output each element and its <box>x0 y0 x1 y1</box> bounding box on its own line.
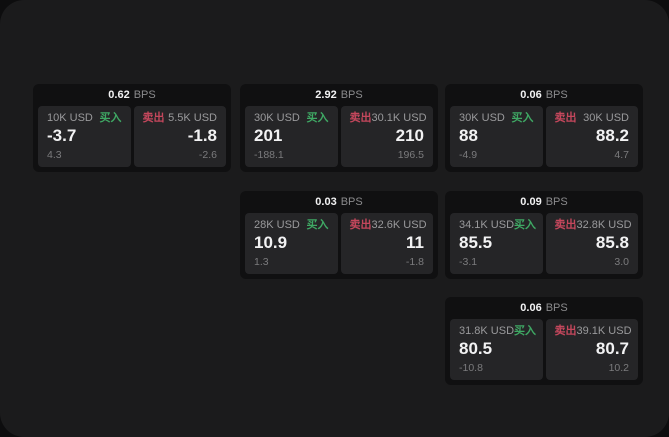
buy-quote-panel[interactable]: 28K USD 买入 10.9 1.3 <box>245 213 338 274</box>
sell-amount: 32.8K USD <box>576 219 632 231</box>
bps-header: 0.06 BPS <box>445 84 643 106</box>
buy-amount: 31.8K USD <box>459 325 515 337</box>
buy-label: 买入 <box>306 112 329 124</box>
buy-quote-panel[interactable]: 30K USD 买入 201 -188.1 <box>245 106 338 167</box>
bps-unit-label: BPS <box>545 88 568 101</box>
sell-price: 85.8 <box>595 233 629 252</box>
buy-price: 201 <box>254 126 283 145</box>
sell-quote-panel[interactable]: 卖出 39.1K USD 80.7 10.2 <box>545 319 638 380</box>
sell-subvalue: 4.7 <box>614 148 629 161</box>
buy-price: 85.5 <box>459 233 493 252</box>
sell-price: 88.2 <box>595 126 629 145</box>
buy-price: -3.7 <box>47 126 77 145</box>
bps-value: 0.09 <box>520 195 542 208</box>
buy-subvalue: -188.1 <box>254 148 284 161</box>
sell-quote-panel[interactable]: 卖出 32.8K USD 85.8 3.0 <box>545 213 638 274</box>
sell-label: 卖出 <box>349 112 372 124</box>
sell-amount: 30.1K USD <box>371 112 427 124</box>
buy-amount: 34.1K USD <box>459 219 515 231</box>
buy-label: 买入 <box>511 112 534 124</box>
buy-price: 10.9 <box>254 233 288 252</box>
buy-amount: 30K USD <box>254 112 300 124</box>
buy-price: 88 <box>459 126 478 145</box>
buy-label: 买入 <box>514 219 537 231</box>
bps-unit-label: BPS <box>340 88 363 101</box>
sell-amount: 30K USD <box>583 112 629 124</box>
quote-card-4: 0.03 BPS 28K USD 买入 10.9 1.3 卖出 32.6K US… <box>240 191 438 279</box>
bps-value: 0.06 <box>520 301 542 314</box>
buy-price: 80.5 <box>459 339 493 358</box>
buy-amount: 30K USD <box>459 112 505 124</box>
bps-unit-label: BPS <box>133 88 156 101</box>
bps-unit-label: BPS <box>545 301 568 314</box>
buy-quote-panel[interactable]: 31.8K USD 买入 80.5 -10.8 <box>450 319 543 380</box>
sell-subvalue: 10.2 <box>608 361 629 374</box>
buy-label: 买入 <box>514 325 537 337</box>
sell-quote-panel[interactable]: 卖出 32.6K USD 11 -1.8 <box>340 213 433 274</box>
sell-label: 卖出 <box>349 219 372 231</box>
buy-subvalue: 1.3 <box>254 255 269 268</box>
bps-value: 0.03 <box>315 195 337 208</box>
buy-amount: 28K USD <box>254 219 300 231</box>
sell-price: 80.7 <box>595 339 629 358</box>
quote-card-6: 0.06 BPS 31.8K USD 买入 80.5 -10.8 卖出 39.1… <box>445 297 643 385</box>
bps-unit-label: BPS <box>545 195 568 208</box>
quote-card-2: 2.92 BPS 30K USD 买入 201 -188.1 卖出 30.1K … <box>240 84 438 172</box>
bps-value: 2.92 <box>315 88 337 101</box>
sell-price: -1.8 <box>187 126 217 145</box>
buy-label: 买入 <box>306 219 329 231</box>
bps-header: 0.62 BPS <box>33 84 231 106</box>
sell-subvalue: 3.0 <box>614 255 629 268</box>
sell-subvalue: -2.6 <box>198 148 217 161</box>
buy-amount: 10K USD <box>47 112 93 124</box>
sell-subvalue: -1.8 <box>405 255 424 268</box>
bps-value: 0.62 <box>108 88 130 101</box>
buy-quote-panel[interactable]: 10K USD 买入 -3.7 4.3 <box>38 106 131 167</box>
bps-header: 2.92 BPS <box>240 84 438 106</box>
sell-label: 卖出 <box>554 219 577 231</box>
sell-subvalue: 196.5 <box>397 148 424 161</box>
bps-header: 0.03 BPS <box>240 191 438 213</box>
sell-quote-panel[interactable]: 卖出 30.1K USD 210 196.5 <box>340 106 433 167</box>
bps-unit-label: BPS <box>340 195 363 208</box>
sell-price: 210 <box>395 126 424 145</box>
sell-price: 11 <box>406 233 424 252</box>
bps-value: 0.06 <box>520 88 542 101</box>
bps-header: 0.06 BPS <box>445 297 643 319</box>
sell-quote-panel[interactable]: 卖出 30K USD 88.2 4.7 <box>545 106 638 167</box>
buy-label: 买入 <box>99 112 122 124</box>
quote-card-5: 0.09 BPS 34.1K USD 买入 85.5 -3.1 卖出 32.8K… <box>445 191 643 279</box>
quote-card-1: 0.62 BPS 10K USD 买入 -3.7 4.3 卖出 5.5K USD… <box>33 84 231 172</box>
sell-quote-panel[interactable]: 卖出 5.5K USD -1.8 -2.6 <box>133 106 226 167</box>
buy-quote-panel[interactable]: 34.1K USD 买入 85.5 -3.1 <box>450 213 543 274</box>
sell-label: 卖出 <box>554 112 577 124</box>
buy-subvalue: -4.9 <box>459 148 478 161</box>
buy-subvalue: 4.3 <box>47 148 62 161</box>
quote-card-3: 0.06 BPS 30K USD 买入 88 -4.9 卖出 30K USD 8… <box>445 84 643 172</box>
buy-quote-panel[interactable]: 30K USD 买入 88 -4.9 <box>450 106 543 167</box>
sell-amount: 32.6K USD <box>371 219 427 231</box>
sell-amount: 39.1K USD <box>576 325 632 337</box>
buy-subvalue: -10.8 <box>459 361 483 374</box>
sell-label: 卖出 <box>142 112 165 124</box>
bps-header: 0.09 BPS <box>445 191 643 213</box>
sell-label: 卖出 <box>554 325 577 337</box>
buy-subvalue: -3.1 <box>459 255 478 268</box>
sell-amount: 5.5K USD <box>168 112 217 124</box>
